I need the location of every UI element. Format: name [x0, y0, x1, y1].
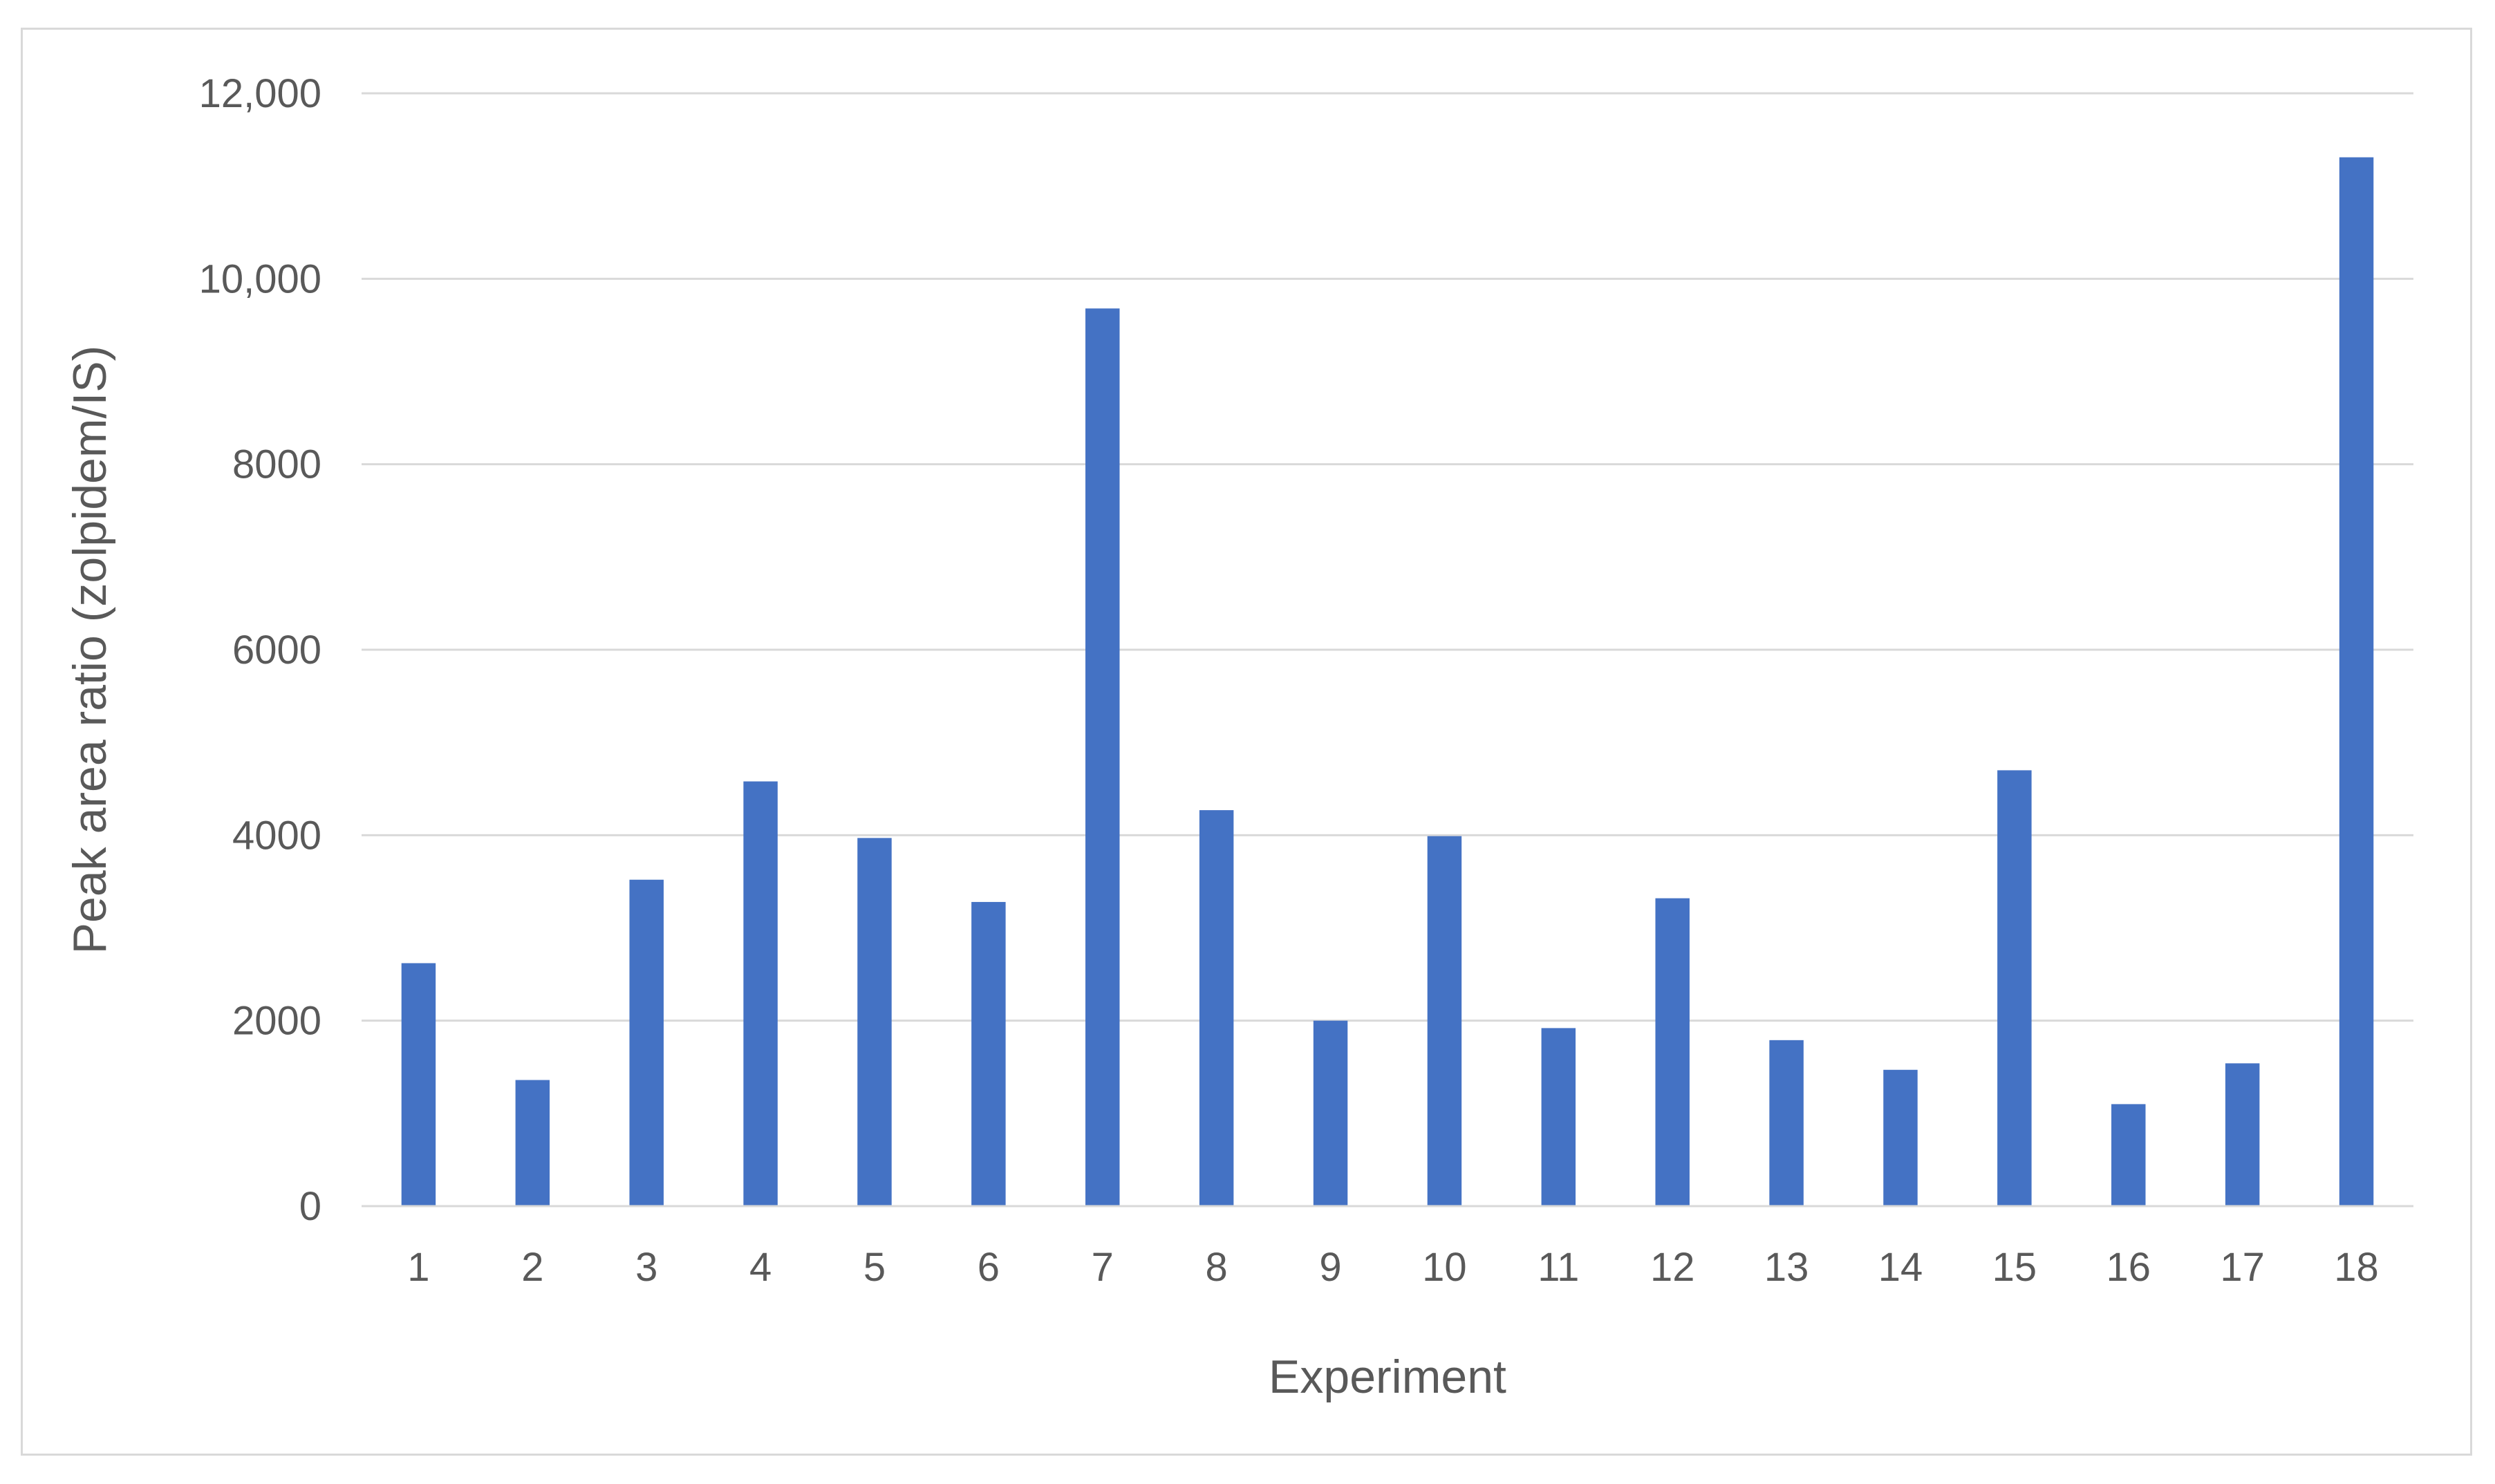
- bar-experiment-18: [2339, 157, 2374, 1207]
- bars: [401, 157, 2374, 1207]
- bar-experiment-15: [1997, 770, 2032, 1206]
- x-tick-label: 1: [407, 1245, 429, 1290]
- y-tick-label: 2000: [232, 999, 321, 1044]
- bar-experiment-12: [1655, 898, 1690, 1206]
- y-tick-label: 8000: [232, 442, 321, 487]
- x-tick-label: 16: [2106, 1245, 2151, 1290]
- x-tick-label: 11: [1538, 1245, 1579, 1290]
- bar-experiment-6: [971, 901, 1006, 1206]
- y-tick-label: 4000: [232, 813, 321, 858]
- bar-experiment-14: [1883, 1069, 1918, 1206]
- y-tick-label: 10,000: [199, 256, 321, 301]
- x-tick-label: 15: [1992, 1245, 2037, 1290]
- x-axis-title: Experiment: [1269, 1351, 1506, 1403]
- x-tick-label: 6: [978, 1245, 1000, 1290]
- x-tick-label: 13: [1764, 1245, 1809, 1290]
- x-tick-label: 2: [521, 1245, 543, 1290]
- gridlines: [362, 92, 2413, 1022]
- bar-experiment-11: [1541, 1028, 1576, 1206]
- bar-experiment-10: [1427, 836, 1462, 1206]
- bar-experiment-9: [1313, 1020, 1348, 1206]
- y-tick-label: 12,000: [199, 71, 321, 116]
- x-tick-label: 4: [749, 1245, 772, 1290]
- x-tick-label: 17: [2220, 1245, 2265, 1290]
- x-tick-label: 12: [1650, 1245, 1695, 1290]
- bar-experiment-7: [1085, 308, 1120, 1207]
- x-tick-label: 14: [1878, 1245, 1923, 1290]
- bar-experiment-8: [1199, 810, 1234, 1206]
- bar-experiment-3: [629, 879, 664, 1206]
- bar-experiment-4: [743, 781, 778, 1206]
- bar-experiment-17: [2225, 1063, 2260, 1206]
- y-tick-labels: 0 2000 4000 6000 8000 10,000 12,000: [199, 71, 321, 1229]
- x-tick-label: 10: [1422, 1245, 1467, 1290]
- x-tick-label: 3: [635, 1245, 657, 1290]
- x-tick-label: 9: [1319, 1245, 1341, 1290]
- x-tick-labels: 1 2 3 4 5 6 7 8 9 10 11 12 13 14 15 16 17 18: [407, 1245, 2379, 1290]
- bar-experiment-1: [401, 963, 436, 1206]
- bar-experiment-13: [1769, 1040, 1804, 1206]
- bar-experiment-16: [2111, 1104, 2146, 1206]
- y-tick-label: 0: [299, 1184, 321, 1229]
- x-tick-label: 18: [2334, 1245, 2379, 1290]
- x-tick-label: 7: [1092, 1245, 1114, 1290]
- y-axis-title: Peak area ratio (zolpidem/IS): [64, 346, 116, 955]
- bar-experiment-2: [515, 1080, 550, 1206]
- x-tick-label: 5: [863, 1245, 886, 1290]
- y-tick-label: 6000: [232, 628, 321, 673]
- x-tick-label: 8: [1206, 1245, 1228, 1290]
- bar-experiment-5: [857, 838, 892, 1206]
